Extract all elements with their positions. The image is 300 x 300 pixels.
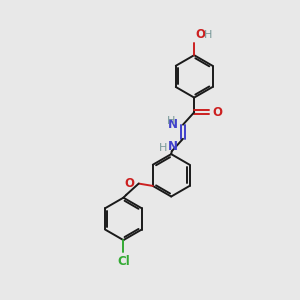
Text: H: H bbox=[159, 143, 168, 153]
Text: Cl: Cl bbox=[117, 255, 130, 268]
Text: H: H bbox=[167, 116, 175, 126]
Text: O: O bbox=[196, 28, 206, 41]
Text: O: O bbox=[124, 177, 135, 190]
Text: N: N bbox=[168, 118, 178, 131]
Text: H: H bbox=[204, 30, 212, 40]
Text: N: N bbox=[168, 140, 178, 153]
Text: O: O bbox=[212, 106, 222, 119]
